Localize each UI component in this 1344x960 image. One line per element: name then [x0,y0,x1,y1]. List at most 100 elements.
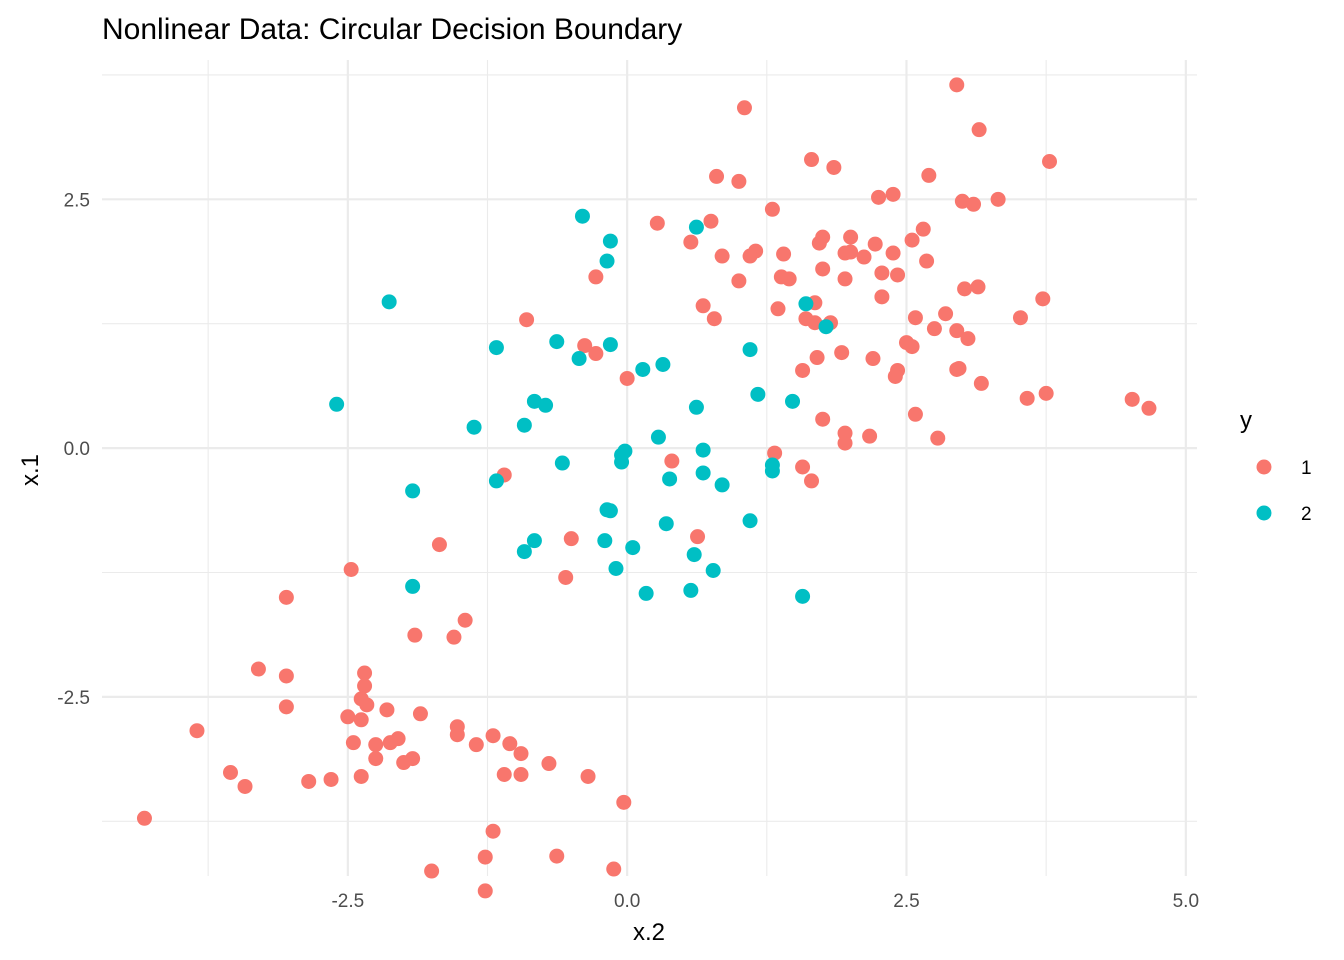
data-point-series-1 [541,756,557,772]
x-axis-title: x.2 [633,919,665,946]
data-point-series-1 [795,362,811,378]
data-point-series-2 [742,513,758,529]
y-axis-ticks: -2.5 0.0 2.5 [57,190,90,709]
data-point-series-1 [865,351,881,367]
data-point-series-1 [278,699,294,715]
legend-key-1 [1256,459,1272,475]
data-point-series-1 [250,661,266,677]
data-point-series-1 [619,370,635,386]
data-point-series-1 [930,430,946,446]
data-point-series-1 [919,253,935,269]
data-point-series-1 [382,735,398,751]
data-point-series-1 [885,245,901,261]
data-point-series-1 [1035,291,1051,307]
data-point-series-1 [457,612,473,628]
data-point-series-1 [938,306,954,322]
data-point-series-2 [688,219,704,235]
x-tick-label: 5.0 [1173,891,1199,912]
data-point-series-1 [683,234,699,250]
data-point-series-1 [703,213,719,229]
data-point-series-1 [449,727,465,743]
data-point-series-1 [885,186,901,202]
x-tick-label: 2.5 [893,891,919,912]
data-point-series-2 [602,233,618,249]
data-point-series-2 [638,585,654,601]
data-point-series-1 [815,261,831,277]
data-point-series-1 [379,702,395,718]
legend-label-2: 2 [1301,504,1312,525]
data-point-series-1 [649,215,665,231]
data-point-series-1 [826,159,842,175]
data-point-series-1 [412,706,428,722]
data-point-series-1 [1038,385,1054,401]
y-axis-title: x.1 [17,454,44,486]
data-point-series-1 [513,766,529,782]
data-point-series-2 [785,393,801,409]
data-point-series-1 [407,627,423,643]
data-point-series-1 [343,562,359,578]
data-point-series-1 [874,289,890,305]
data-point-series-1 [558,569,574,585]
data-point-series-1 [862,428,878,444]
legend-key-2 [1256,505,1272,521]
data-point-series-2 [526,533,542,549]
data-point-series-1 [714,248,730,264]
data-point-series-1 [795,459,811,475]
data-point-series-1 [606,861,622,877]
data-point-series-2 [516,417,532,433]
data-point-series-1 [867,236,883,252]
data-point-series-1 [907,406,923,422]
data-point-series-2 [381,294,397,310]
data-point-series-1 [856,249,872,265]
data-point-series-1 [513,746,529,762]
minor-gridlines [102,60,1197,876]
data-point-series-1 [804,473,820,489]
y-tick-label: 0.0 [64,439,90,460]
data-point-series-2 [635,361,651,377]
data-point-series-1 [357,678,373,694]
y-tick-label: 2.5 [64,190,90,211]
data-point-series-1 [340,709,356,725]
data-point-series-1 [189,723,205,739]
data-point-series-2 [538,397,554,413]
data-point-series-2 [650,429,666,445]
data-points [136,77,1157,899]
data-point-series-2 [602,337,618,353]
data-point-series-2 [695,442,711,458]
data-point-series-1 [353,768,369,784]
data-point-series-1 [990,191,1006,207]
data-point-series-1 [709,168,725,184]
data-point-series-2 [658,516,674,532]
data-point-series-1 [577,338,593,354]
data-point-series-1 [966,196,982,212]
data-point-series-1 [477,849,493,865]
data-point-series-1 [485,728,501,744]
data-point-series-2 [554,455,570,471]
data-point-series-1 [736,100,752,116]
data-point-series-1 [843,244,859,260]
data-point-series-2 [795,588,811,604]
data-point-series-1 [957,281,973,297]
x-tick-label: -2.5 [331,891,364,912]
data-point-series-2 [614,454,630,470]
data-point-series-1 [776,246,792,262]
data-point-series-1 [781,271,797,287]
data-point-series-2 [714,477,730,493]
data-point-series-1 [915,221,931,237]
data-point-series-1 [237,778,253,794]
data-point-series-1 [222,765,238,781]
data-point-series-1 [767,445,783,461]
data-point-series-1 [396,755,412,771]
data-point-series-1 [588,269,604,285]
data-point-series-1 [278,668,294,684]
data-point-series-1 [468,737,484,753]
data-point-series-1 [353,691,369,707]
data-point-series-1 [502,736,518,752]
data-point-series-1 [804,152,820,168]
y-tick-label: -2.5 [57,688,90,709]
data-point-series-1 [815,411,831,427]
data-point-series-2 [488,340,504,356]
legend: y 12 [1240,407,1312,525]
data-point-series-1 [811,235,827,251]
data-point-series-2 [764,463,780,479]
